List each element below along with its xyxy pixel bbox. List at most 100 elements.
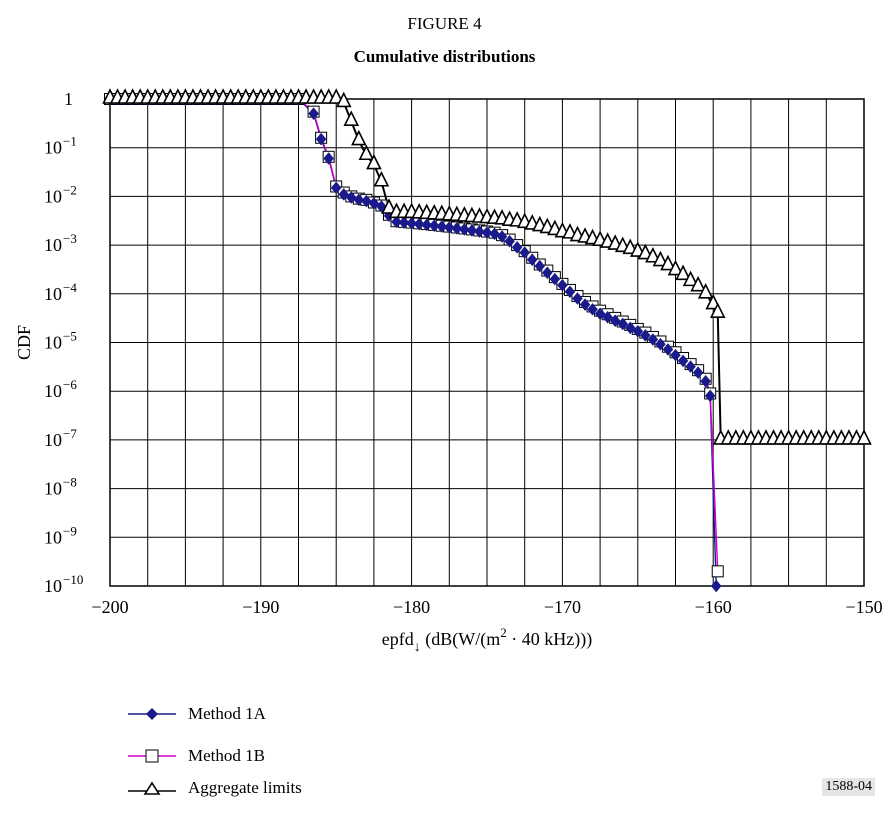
data-point-method-1a [308,107,319,121]
data-point-method-1a [474,225,485,238]
data-point-aggregate-limits [358,144,375,161]
data-point-method-1a [361,194,372,208]
data-point-method-1a [428,219,440,233]
data-point-method-1a [640,328,651,342]
data-point-aggregate-limits [335,91,352,108]
chart-title: Cumulative distributions [353,47,536,66]
data-point-method-1a [602,310,613,324]
data-point-aggregate-limits [381,198,397,214]
y-tick-label: 1 [64,89,73,109]
data-point-method-1b [711,565,724,578]
y-axis-label: CDF [14,325,34,360]
y-tick-label: 10 [44,235,62,255]
data-point-aggregate-limits [645,246,661,263]
data-point-method-1a [526,253,538,267]
data-point-aggregate-limits [856,429,872,445]
data-point-method-1a [655,337,666,351]
data-point-aggregate-limits [690,275,706,292]
series-line-1 [110,98,719,572]
y-tick-label: 10 [44,527,62,547]
data-point-method-1a [345,191,357,204]
data-point-aggregate-limits [675,264,691,281]
data-point-method-1a [541,266,553,280]
data-point-method-1a [670,348,681,362]
y-tick-label: 10 [44,186,62,206]
y-tick-label: 10 [44,479,62,499]
data-point-method-1a [496,230,508,243]
figure-label: FIGURE 4 [407,14,482,33]
data-point-method-1a [330,181,342,195]
data-point-method-1a [549,272,561,286]
diamond-marker-icon [128,708,176,720]
data-point-method-1a [534,259,546,273]
data-point-aggregate-limits [373,170,390,187]
y-tick-exponent: −10 [63,572,83,587]
data-point-method-1a [315,132,327,146]
data-point-method-1a [481,226,493,240]
data-point-aggregate-limits [660,254,676,271]
data-point-method-1a [647,333,659,346]
data-point-method-1a [406,216,417,230]
legend-label-method-1a: Method 1A [188,704,266,723]
triangle-marker-icon [128,781,176,795]
data-point-method-1a [519,246,531,260]
data-point-method-1a [700,374,711,388]
data-point-method-1a [710,579,722,593]
data-point-method-1a [391,215,402,229]
y-tick-exponent: −2 [63,182,77,197]
y-tick-exponent: −6 [63,377,77,392]
data-point-method-1a [451,222,463,235]
data-point-aggregate-limits [637,243,654,260]
data-point-method-1a [443,221,455,234]
data-point-method-1a [466,224,478,237]
data-point-method-1a [617,317,629,331]
figure-code: 1588-04 [822,778,875,796]
data-point-aggregate-limits [351,129,367,146]
data-point-aggregate-limits [366,153,382,170]
legend-label-method-1b: Method 1B [188,746,265,765]
y-tick-label: 10 [44,284,62,304]
data-point-aggregate-limits [682,270,699,287]
data-point-method-1a [398,216,410,229]
legend-item-method-1b: Method 1B [126,744,265,768]
y-tick-exponent: −1 [63,134,77,149]
y-tick-exponent: −9 [63,523,77,538]
data-point-aggregate-limits [328,88,344,104]
y-tick-exponent: −4 [63,280,77,295]
data-point-method-1a [504,234,515,248]
legend-item-aggregate-limits: Aggregate limits [126,776,302,800]
data-point-method-1a [511,240,523,254]
data-point-method-1a [692,366,704,380]
y-tick-exponent: −5 [63,329,77,344]
data-point-method-1a [572,292,583,305]
data-point-method-1a [323,152,334,165]
data-point-method-1a [564,285,576,299]
legend-item-method-1a: Method 1A [126,702,266,726]
data-point-method-1a [704,389,716,403]
y-tick-exponent: −7 [63,426,77,441]
x-tick-label: −190 [242,597,279,617]
data-point-method-1a [662,343,674,356]
y-tick-label: 10 [44,430,62,450]
data-point-method-1a [489,227,500,241]
y-tick-exponent: −3 [63,231,77,246]
y-tick-exponent: −8 [63,475,77,490]
data-point-aggregate-limits [709,302,726,318]
data-point-method-1a [632,324,644,338]
x-tick-label: −170 [544,597,581,617]
data-point-method-1a [685,360,696,373]
data-point-method-1a [624,321,636,335]
data-point-aggregate-limits [667,259,684,276]
x-tick-label: −200 [91,597,128,617]
data-point-method-1a [594,307,606,321]
data-point-method-1a [677,354,689,368]
y-tick-label: 10 [44,138,62,158]
data-point-method-1a [413,217,425,231]
data-point-method-1a [436,220,448,233]
data-point-aggregate-limits [343,110,360,127]
legend-label-aggregate-limits: Aggregate limits [188,778,302,797]
y-tick-label: 10 [44,333,62,353]
data-point-method-1a [579,298,591,311]
data-point-aggregate-limits [697,283,714,299]
